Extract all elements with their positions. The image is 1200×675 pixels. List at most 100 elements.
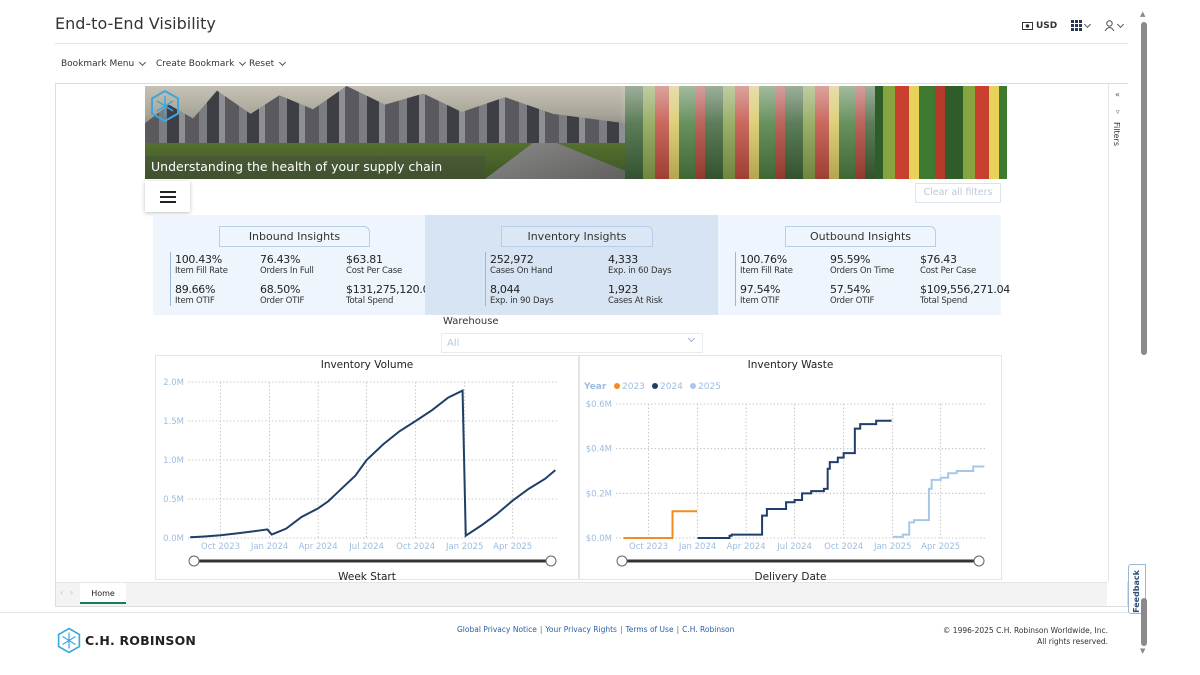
y-tick-label: $0.0M [586,534,612,544]
kpi-label: Orders On Time [830,266,895,276]
label: Reset [249,59,275,69]
chart-svg: $0.0M $0.2M $0.4M $0.6M Oct 2023 Jan 2024 Apr … [583,382,986,567]
kpi-value: 95.59% [830,253,871,266]
prev-page-icon[interactable]: ‹ [60,588,64,597]
filters-pane[interactable]: « ▿ Filters [1108,84,1128,582]
chart-svg: 0.0M 0.5M 1.0M 1.5M 2.0M Oct 2023 Jan 2024 Apr … [163,378,558,567]
scrollbar-track [1141,598,1147,646]
page-scrollbar[interactable]: ▲ ▼ [1140,10,1148,655]
range-slider-start-handle[interactable] [616,555,628,567]
x-tick-label: Oct 2024 [396,542,435,552]
kpi-label: Item Fill Rate [175,266,228,276]
currency-selector[interactable]: USD [1022,21,1057,31]
x-tick-label: Jan 2025 [445,542,483,552]
menu-button[interactable] [145,181,190,212]
kpi-value: 97.54% [740,283,781,296]
chr-logo-icon [151,90,179,122]
user-menu[interactable] [1104,20,1125,31]
banner-image: Understanding the health of your supply … [145,86,1007,179]
create-bookmark-button[interactable]: Create Bookmark [156,58,247,69]
range-slider-end-handle[interactable] [973,555,985,567]
kpi-label: Cost Per Case [920,266,977,276]
warehouse-dropdown[interactable]: All [441,333,703,353]
kpi-label: Exp. in 90 Days [490,296,554,306]
x-tick-label: Jul 2024 [776,542,812,552]
kpi-value: 57.54% [830,283,871,296]
scroll-up-icon[interactable]: ▲ [1140,10,1146,18]
tab-home[interactable]: Home [80,583,126,604]
kpi-value: $131,275,120.00 [346,283,436,296]
range-slider-start-handle[interactable] [188,555,200,567]
kpi-label: Item OTIF [740,296,780,306]
y-tick-label: $0.6M [586,400,612,410]
chevron-down-icon [139,58,147,67]
apps-menu[interactable] [1071,20,1092,31]
y-tick-label: $0.2M [586,489,612,499]
x-tick-label: Jan 2025 [873,542,911,552]
kpi-label: Cost Per Case [346,266,403,276]
terms-link[interactable]: Terms of Use [625,625,674,634]
inventory-volume-chart: Inventory Volume 0.0M 0.5M 1.0M 1.5M 2.0M Oct… [155,355,579,583]
scrollbar-thumb[interactable] [1141,22,1147,355]
banner-caption: Understanding the health of your supply … [145,156,485,179]
chr-logo[interactable]: C.H. ROBINSON [57,627,196,654]
legend-marker [614,383,620,389]
x-tick-label: Oct 2023 [201,542,240,552]
x-tick-label: Apr 2025 [921,542,960,552]
panel-title[interactable]: Outbound Insights [785,226,936,247]
inventory-insights-panel: Inventory Insights 252,972 Cases On Hand… [425,215,718,315]
reset-button[interactable]: Reset [249,58,287,69]
page-tabs: ‹ › Home [56,582,1107,606]
chevron-down-icon [239,58,247,67]
panel-title[interactable]: Inbound Insights [219,226,370,247]
chevron-down-icon [687,334,696,343]
privacy-rights-link[interactable]: Your Privacy Rights [545,625,617,634]
x-tick-label: Jan 2024 [678,542,716,552]
kpi-label: Item OTIF [175,296,215,306]
kpi-value: 4,333 [608,253,638,266]
collapse-icon[interactable]: « [1115,90,1120,99]
legend-label: 2024 [660,382,683,392]
x-axis-title: Delivery Date [754,571,827,583]
kpi-label: Orders In Full [260,266,314,276]
bookmark-menu-button[interactable]: Bookmark Menu [61,58,147,69]
series-line-2024 [697,419,892,539]
chart-title: Inventory Waste [747,359,834,371]
legend-marker [690,383,696,389]
panel-title[interactable]: Inventory Insights [501,226,653,247]
inventory-waste-chart: Inventory Waste $0.0M $0.2M $0.4M $0.6M Oct … [579,355,1002,583]
kpi-label: Cases On Hand [490,266,553,276]
x-tick-label: Apr 2024 [299,542,338,552]
rights-text: All rights reserved. [1037,637,1108,646]
chevron-down-icon [279,58,287,67]
scroll-down-icon[interactable]: ▼ [1140,647,1146,655]
chr-link[interactable]: C.H. Robinson [682,625,735,634]
range-slider-end-handle[interactable] [545,555,557,567]
x-tick-label: Apr 2025 [493,542,532,552]
x-tick-label: Jan 2024 [250,542,288,552]
kpi-label: Total Spend [920,296,968,306]
divider [0,612,1135,613]
y-tick-label: 0.0M [163,534,184,544]
series-line-2025 [892,465,985,538]
y-tick-label: 1.0M [163,456,184,466]
label: Bookmark Menu [61,59,135,69]
kpi-value: $76.43 [920,253,957,266]
series-line-volume [190,388,556,539]
chr-logo-icon [57,627,81,654]
chart-title: Inventory Volume [320,359,414,371]
divider [55,43,1128,44]
kpi-value: $109,556,271.04 [920,283,1010,296]
next-page-icon[interactable]: › [70,588,74,597]
brand-name: C.H. ROBINSON [85,633,197,648]
privacy-notice-link[interactable]: Global Privacy Notice [457,625,537,634]
chevron-down-icon [1084,20,1092,28]
user-icon [1104,20,1115,31]
legend-marker [652,383,658,389]
kpi-label: Order OTIF [260,296,305,306]
hamburger-icon [159,190,176,193]
dropdown-value: All [447,338,460,349]
outbound-insights-panel: Outbound Insights 100.76% Item Fill Rate… [718,215,1010,315]
clear-all-filters-button[interactable]: Clear all filters [915,183,1001,203]
kpi-value: 68.50% [260,283,301,296]
